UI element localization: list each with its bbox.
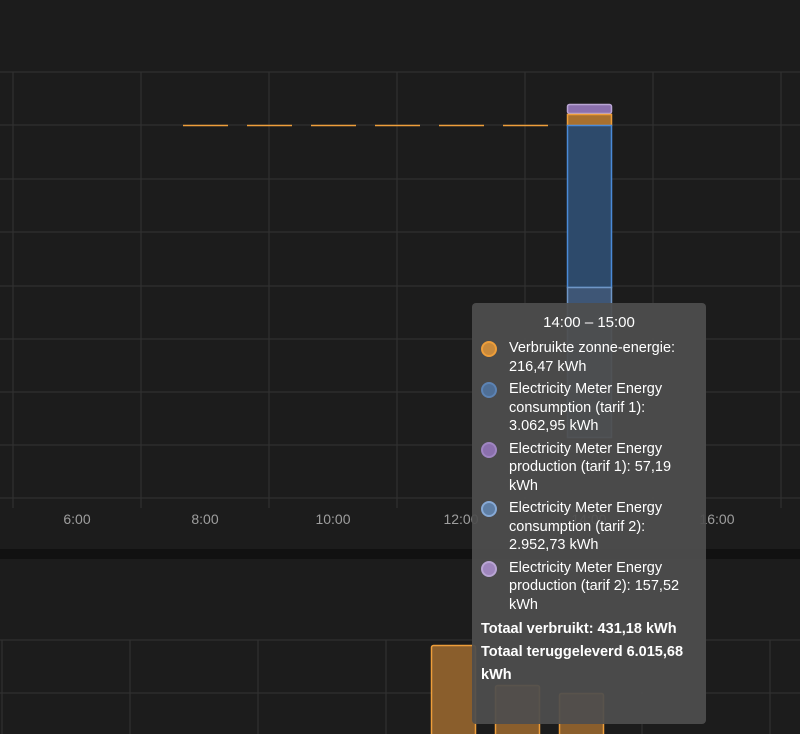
tooltip-item-label: Electricity Meter Energy production (tar… [509, 559, 680, 613]
tooltip-item-label: Verbruikte zonne-energie: 216,47 kWh [509, 340, 676, 375]
card-separator [0, 549, 800, 559]
tooltip-item: Electricity Meter Energy production (tar… [481, 440, 697, 496]
x-tick-label: 6:00 [63, 511, 90, 527]
series-color-dot [481, 341, 497, 357]
total-consumed: Totaal verbruikt: 431,18 kWh [481, 621, 677, 637]
total-returned: Totaal teruggeleverd 6.015,68 kWh [481, 644, 684, 683]
x-tick-label: 8:00 [191, 511, 218, 527]
tooltip-item: Electricity Meter Energy consumption (ta… [481, 499, 697, 555]
consumption-tarif1-bar-segment [566, 124, 613, 289]
tooltip-item-label: Electricity Meter Energy consumption (ta… [509, 381, 663, 434]
x-tick-label: 12:00 [443, 511, 478, 527]
x-tick-label: 16:00 [699, 511, 734, 527]
tooltip-item-label: Electricity Meter Energy production (tar… [509, 440, 672, 494]
tooltip-item: Electricity Meter Energy consumption (ta… [481, 380, 697, 436]
series-color-dot [481, 560, 497, 577]
production-bar-segment [566, 103, 613, 115]
series-color-dot [481, 382, 497, 398]
series-color-dot [481, 501, 497, 517]
solar-production-bar [430, 644, 477, 734]
tooltip-item: Electricity Meter Energy production (tar… [481, 559, 697, 615]
tooltip-item-label: Electricity Meter Energy consumption (ta… [509, 500, 663, 553]
tooltip-title: 14:00 – 15:00 [543, 314, 635, 331]
tooltip-item: Verbruikte zonne-energie: 216,47 kWh [481, 339, 697, 376]
solar-self-use-bar-segment [566, 113, 613, 127]
x-tick-label: 10:00 [315, 511, 350, 527]
series-color-dot [481, 441, 497, 458]
chart-tooltip: 14:00 – 15:00 Verbruikte zonne-energie: … [472, 303, 706, 724]
